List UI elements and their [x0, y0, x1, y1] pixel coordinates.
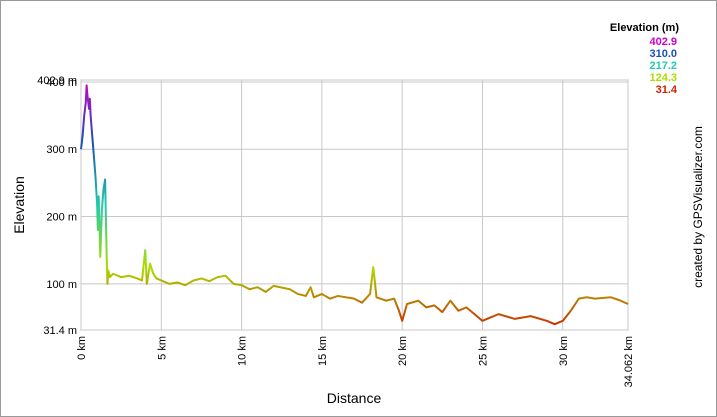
x-tick-label: 10 km: [237, 336, 249, 366]
x-tick-label: 30 km: [558, 336, 570, 366]
plot-area: [80, 79, 629, 331]
y-tick-label: 402.9 m: [37, 75, 77, 87]
x-tick-label: 5 km: [156, 336, 168, 360]
x-tick-label: 25 km: [477, 336, 489, 366]
elevation-line: [80, 84, 629, 326]
y-tick-label: 400 m: [46, 77, 77, 89]
legend-entry: 310.0: [649, 48, 677, 60]
legend-entry: 402.9: [649, 36, 677, 48]
x-tick-label: 0 km: [76, 336, 88, 360]
y-axis-title: Elevation: [11, 176, 27, 234]
y-tick-label: 100 m: [46, 279, 77, 291]
y-tick-label: 31.4 m: [43, 325, 77, 337]
x-axis-title: Distance: [327, 390, 382, 406]
legend-entry: 31.4: [656, 84, 678, 96]
y-tick-label: 300 m: [46, 144, 77, 156]
x-tick-label: 20 km: [397, 336, 409, 366]
y-tick-label: 200 m: [46, 212, 77, 224]
x-tick-label: 15 km: [317, 336, 329, 366]
legend-entry: 217.2: [649, 60, 677, 72]
credit: created by GPSVisualizer.com: [691, 126, 705, 288]
legend-title: Elevation (m): [610, 22, 679, 34]
x-tick-label: 34.062 km: [623, 336, 635, 387]
legend-entry: 124.3: [649, 72, 677, 84]
